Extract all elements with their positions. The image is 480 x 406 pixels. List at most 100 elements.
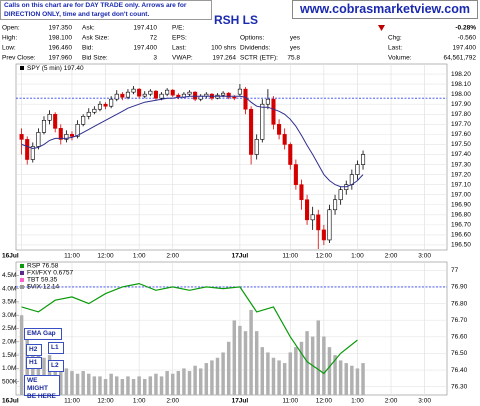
quote-value: yes [290, 35, 301, 42]
quote-value: 75.8 [287, 55, 300, 62]
y-tick-label: 197.60 [451, 131, 471, 138]
volume-bar [64, 368, 69, 395]
quote-label: Prev Close: [2, 55, 36, 62]
volume-bar [70, 371, 74, 395]
volume-bar [19, 315, 24, 395]
volume-bar [338, 360, 343, 395]
volume-bar [103, 379, 108, 395]
y2-tick-label: 77 [451, 267, 459, 274]
volume-bar [238, 325, 242, 395]
candle-body [165, 89, 170, 95]
candle-body [243, 88, 248, 110]
volume-bar [109, 373, 113, 395]
volume-bar [59, 363, 63, 395]
notice: Calls on this chart are for DAY TRADE on… [0, 0, 212, 20]
candle-body [316, 214, 321, 231]
x-tick-label: 11:00 [282, 253, 298, 260]
candle-body [265, 98, 270, 105]
volume-bar [92, 376, 97, 395]
candle-body [142, 93, 147, 97]
volume-bar [215, 357, 220, 395]
volume-bar [266, 352, 270, 395]
volume-bar [36, 352, 41, 395]
volume-bar [333, 355, 337, 395]
legend-label: $VIX 12.14 [27, 284, 60, 291]
candle-body [305, 199, 310, 221]
quote-value: 72 [150, 35, 158, 42]
volume-bar [182, 368, 186, 395]
candle-body [277, 124, 282, 135]
annotation: H1 [26, 357, 42, 369]
candle-body [64, 134, 69, 140]
quote-label: Bid Size: [82, 55, 108, 62]
candle-body [232, 96, 237, 99]
candle-body [193, 91, 198, 100]
volume-bar [350, 365, 354, 395]
candle-body [226, 92, 231, 98]
quote-value: 197.400 [134, 45, 158, 52]
quote-value: yes [290, 45, 301, 52]
x-tick-label: 12:00 [97, 398, 114, 405]
y2-tick-label: 76.90 [451, 284, 468, 291]
y2-tick-label: 76.50 [451, 350, 468, 357]
y2-tick-label: 76.80 [451, 300, 468, 307]
quote-label: SCTR (ETF): [240, 55, 278, 62]
legend-swatch [20, 285, 24, 289]
candle-body [69, 134, 75, 137]
candle-body [30, 146, 35, 160]
volume-bar [305, 331, 309, 395]
x-tick-label: 12:00 [316, 398, 333, 405]
y-tick-label: 2.5M [2, 325, 16, 332]
volume-bar [210, 360, 214, 395]
volume-bar [187, 371, 192, 395]
volume-bar [198, 368, 203, 395]
x-tick-label: 2:00 [166, 253, 179, 260]
legend-swatch [20, 66, 24, 70]
quote-value: 3 [153, 55, 157, 62]
y-tick-label: 4.5M [2, 272, 16, 279]
quote-value: 197.960 [49, 55, 73, 62]
volume-bar [271, 357, 276, 395]
candle-body [249, 108, 254, 155]
candle-body [97, 103, 102, 110]
quote-label: EPS: [172, 35, 187, 42]
y-tick-label: 198.00 [451, 91, 471, 98]
quote-label: High: [2, 35, 17, 42]
candle-body [254, 139, 259, 155]
volume-bar [226, 341, 231, 395]
x-tick-label: 1:00 [133, 398, 146, 405]
volume-bar [137, 376, 141, 395]
volume-bar [361, 363, 365, 395]
y-tick-label: 197.70 [451, 121, 471, 128]
candle-body [355, 164, 360, 175]
volume-bar [31, 347, 35, 395]
volume-bar [170, 373, 175, 395]
volume-bar [75, 373, 80, 395]
x-tick-label: 11:00 [282, 398, 298, 405]
x-tick-label: 12:00 [316, 253, 333, 260]
y-tick-label: 197.30 [451, 161, 471, 168]
x-tick-label: 11:00 [64, 398, 80, 405]
quote-label: Options: [240, 35, 264, 42]
candle-body [293, 164, 298, 185]
candle-body [153, 90, 158, 99]
y-tick-label: 3.0M [2, 312, 16, 319]
quote-value: 100 shrs [211, 45, 237, 52]
candle-body [47, 113, 52, 121]
candle-body [159, 93, 164, 99]
volume-bar [294, 347, 298, 395]
volume-bar [344, 363, 348, 395]
candle-body [92, 108, 97, 113]
annotation: L1 [48, 342, 64, 354]
quote-label: Volume: [388, 55, 412, 62]
volume-bar [87, 373, 91, 395]
x-tick-label: 1:00 [133, 253, 146, 260]
chart-title: SPY (5 min) 197.40 [27, 65, 84, 72]
y-tick-label: 196.70 [451, 222, 471, 229]
y-tick-label: 198.10 [451, 81, 471, 88]
y2-tick-label: 76.30 [451, 383, 468, 390]
candle-body [310, 214, 315, 221]
candle-body [58, 128, 63, 140]
